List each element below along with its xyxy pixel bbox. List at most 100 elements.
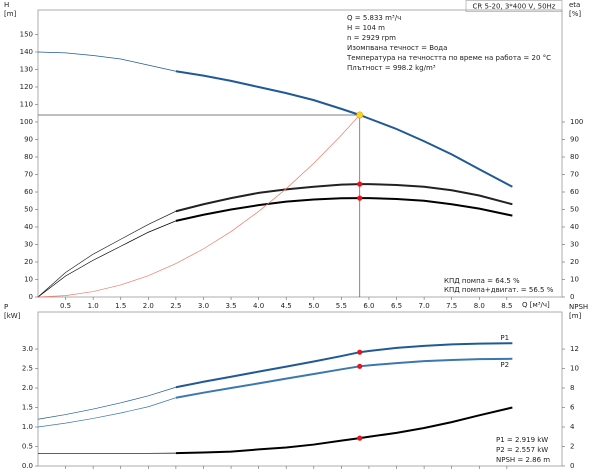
y2-tick-label: 20 — [570, 258, 579, 266]
x-tick-label: 5.0 — [308, 302, 319, 310]
y-tick-label: 150 — [20, 31, 33, 39]
x-tick-label: 6.5 — [391, 302, 402, 310]
y-tick-label: 40 — [24, 223, 33, 231]
curve-bold — [175, 70, 513, 188]
duty-marker — [357, 195, 363, 201]
y2-tick-label: 0 — [570, 293, 574, 301]
y-tick-label: 0.5 — [22, 443, 33, 451]
x-tick-label: 8.5 — [501, 302, 512, 310]
y-tick-label: 110 — [20, 101, 33, 109]
y-tick-label: 0.0 — [22, 462, 33, 470]
y2-tick-label: 10 — [570, 276, 579, 284]
y-tick-label: 90 — [24, 136, 33, 144]
model-label: CR 5-20, 3*400 V, 50Hz — [473, 3, 556, 11]
note-text: КПД помпа = 64.5 % — [444, 277, 520, 285]
y-tick-label: 70 — [24, 171, 33, 179]
x-tick-label: 8.0 — [474, 302, 485, 310]
curve-thin — [37, 397, 176, 428]
duty-marker — [357, 363, 363, 369]
info-text: n = 2929 rpm — [347, 34, 396, 42]
series-label: P2 — [500, 361, 509, 369]
y2-axis-label: NPSH — [569, 303, 588, 311]
plot-frame — [37, 311, 563, 467]
y-axis-label: H — [4, 1, 9, 9]
y-tick-label: 50 — [24, 206, 33, 214]
x-tick-label: 5.5 — [336, 302, 347, 310]
duty-marker — [357, 181, 363, 187]
duty-marker — [357, 435, 363, 441]
curve-bold — [175, 342, 513, 389]
y-tick-label: 120 — [20, 83, 33, 91]
plot-frame — [37, 9, 563, 298]
note-text: КПД помпа+двигат. = 56.5 % — [444, 286, 554, 294]
curve-bold — [175, 183, 513, 213]
y-tick-label: 100 — [20, 118, 33, 126]
x-tick-label: 4.0 — [253, 302, 264, 310]
y2-tick-label: 6 — [570, 404, 575, 412]
y-tick-label: 1.5 — [22, 404, 33, 412]
curve-bold — [175, 197, 513, 222]
duty-point — [356, 111, 364, 119]
series-label: P1 — [500, 334, 509, 342]
y2-tick-label: 4 — [570, 423, 575, 431]
x-tick-label: 7.5 — [446, 302, 457, 310]
x-tick-label: 0.5 — [60, 302, 71, 310]
y-tick-label: 140 — [20, 48, 33, 56]
y2-tick-label: 90 — [570, 136, 579, 144]
curve-thin — [37, 386, 176, 420]
y2-tick-label: 40 — [570, 223, 579, 231]
y2-tick-label: 100 — [570, 118, 583, 126]
x-tick-label: 2.5 — [170, 302, 181, 310]
x-tick-label: 7.0 — [419, 302, 430, 310]
x-axis-label: Q [м³/ч] — [522, 301, 550, 309]
curve-thin — [37, 51, 176, 72]
info-text: P2 = 2.557 kW — [496, 446, 548, 454]
info-text: Температура на течността по време на раб… — [346, 54, 551, 62]
x-tick-label: 3.5 — [225, 302, 236, 310]
x-tick-label: 1.0 — [88, 302, 99, 310]
curve-bold — [175, 406, 513, 455]
info-text: NPSH = 2.86 m — [496, 456, 550, 464]
y2-tick-label: 70 — [570, 171, 579, 179]
y2-axis-label: [m] — [569, 312, 582, 320]
y2-tick-label: 12 — [570, 345, 579, 353]
y-tick-label: 80 — [24, 153, 33, 161]
info-text: P1 = 2.919 kW — [496, 436, 548, 444]
y2-tick-label: 60 — [570, 188, 579, 196]
x-tick-label: 1.5 — [115, 302, 126, 310]
curve-thin — [37, 220, 177, 298]
y-tick-label: 2.5 — [22, 365, 33, 373]
y-tick-label: 30 — [24, 241, 33, 249]
x-tick-label: 2.0 — [143, 302, 154, 310]
curve-thin — [37, 210, 177, 298]
y2-axis-label: eta — [569, 1, 580, 9]
info-text: H = 104 m — [347, 24, 385, 32]
y-tick-label: 2.0 — [22, 384, 33, 392]
y-axis-label: P — [4, 303, 8, 311]
y-tick-label: 10 — [24, 276, 33, 284]
y2-tick-label: 10 — [570, 365, 579, 373]
model-box — [465, 0, 563, 12]
y-tick-label: 3.0 — [22, 345, 33, 353]
y2-tick-label: 8 — [570, 384, 574, 392]
y2-tick-label: 30 — [570, 241, 579, 249]
y2-tick-label: 2 — [570, 443, 574, 451]
duty-marker — [357, 349, 363, 355]
y-tick-label: 20 — [24, 258, 33, 266]
y-tick-label: 60 — [24, 188, 33, 196]
curve-bold — [175, 357, 513, 399]
y-axis-label: [m] — [4, 10, 17, 18]
y2-tick-label: 0 — [570, 462, 574, 470]
x-tick-label: 4.5 — [281, 302, 292, 310]
y2-axis-label: [%] — [569, 10, 581, 18]
info-text: Плътност = 998.2 kg/m³ — [347, 64, 436, 72]
y2-tick-label: 80 — [570, 153, 579, 161]
curve-thin — [37, 114, 360, 298]
y-axis-label: [kW] — [4, 312, 21, 320]
y-tick-label: 130 — [20, 66, 33, 74]
x-tick-label: 6.0 — [363, 302, 374, 310]
info-text: Изомпвана течност = Вода — [347, 44, 447, 52]
y-tick-label: 0 — [29, 293, 33, 301]
